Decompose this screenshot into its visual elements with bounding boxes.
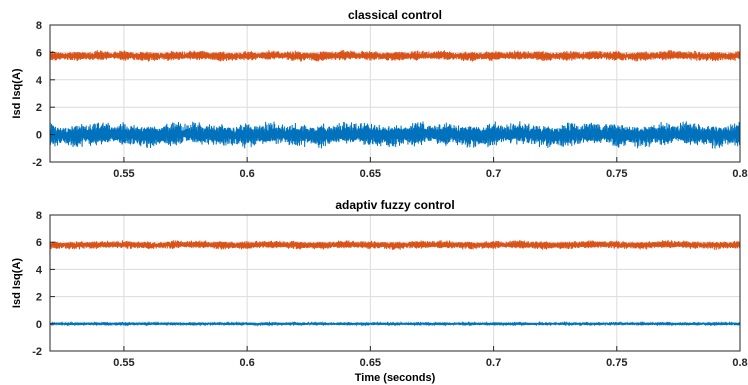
plot-classical-control: classical control Isd Isq(A) 0.55 0.6 0.65… xyxy=(11,8,748,180)
y-tick-label: 0 xyxy=(36,319,42,331)
plot-area xyxy=(50,215,740,351)
x-tick-label: 0.7 xyxy=(486,357,501,369)
y-axis-label: Isd Isq(A) xyxy=(11,68,23,118)
y-axis-label: Isd Isq(A) xyxy=(11,258,23,308)
y-tick-label: -2 xyxy=(32,157,42,169)
y-tick-label: 0 xyxy=(36,130,42,142)
axes-frame xyxy=(49,24,741,163)
x-tick-label: 0.6 xyxy=(239,168,254,180)
x-tick-label: 0.55 xyxy=(113,357,134,369)
series-line-1 xyxy=(49,121,741,149)
plot-adaptive-fuzzy-control: adaptiv fuzzy control Isd Isq(A) Time (s… xyxy=(11,198,748,384)
y-tick-label: 8 xyxy=(36,20,42,32)
plot-title: classical control xyxy=(348,8,442,22)
x-tick-label: 0.65 xyxy=(360,357,381,369)
y-tick-label: -2 xyxy=(32,346,42,358)
x-tick-label: 0.75 xyxy=(606,168,627,180)
x-tick-label: 0.55 xyxy=(113,168,134,180)
x-tick-label: 0.75 xyxy=(606,357,627,369)
x-tick-label: 0.6 xyxy=(239,357,254,369)
x-tick-label: 0.65 xyxy=(360,168,381,180)
axes-frame xyxy=(49,214,741,352)
series-line-0 xyxy=(49,50,741,62)
y-tick-label: 8 xyxy=(36,210,42,222)
y-tick-label: 2 xyxy=(36,102,42,114)
y-tick-label: 4 xyxy=(36,264,43,276)
series-line-1 xyxy=(49,320,741,327)
y-tick-label: 4 xyxy=(36,75,43,87)
y-tick-label: 6 xyxy=(36,237,42,249)
y-tick-label: 2 xyxy=(36,292,42,304)
y-tick-label: 6 xyxy=(36,47,42,59)
x-tick-label: 0.8 xyxy=(732,357,747,369)
plot-title: adaptiv fuzzy control xyxy=(335,198,454,212)
x-tick-label: 0.8 xyxy=(732,168,747,180)
x-tick-label: 0.7 xyxy=(486,168,501,180)
series-line-0 xyxy=(49,239,741,250)
x-axis-label: Time (seconds) xyxy=(355,372,436,384)
